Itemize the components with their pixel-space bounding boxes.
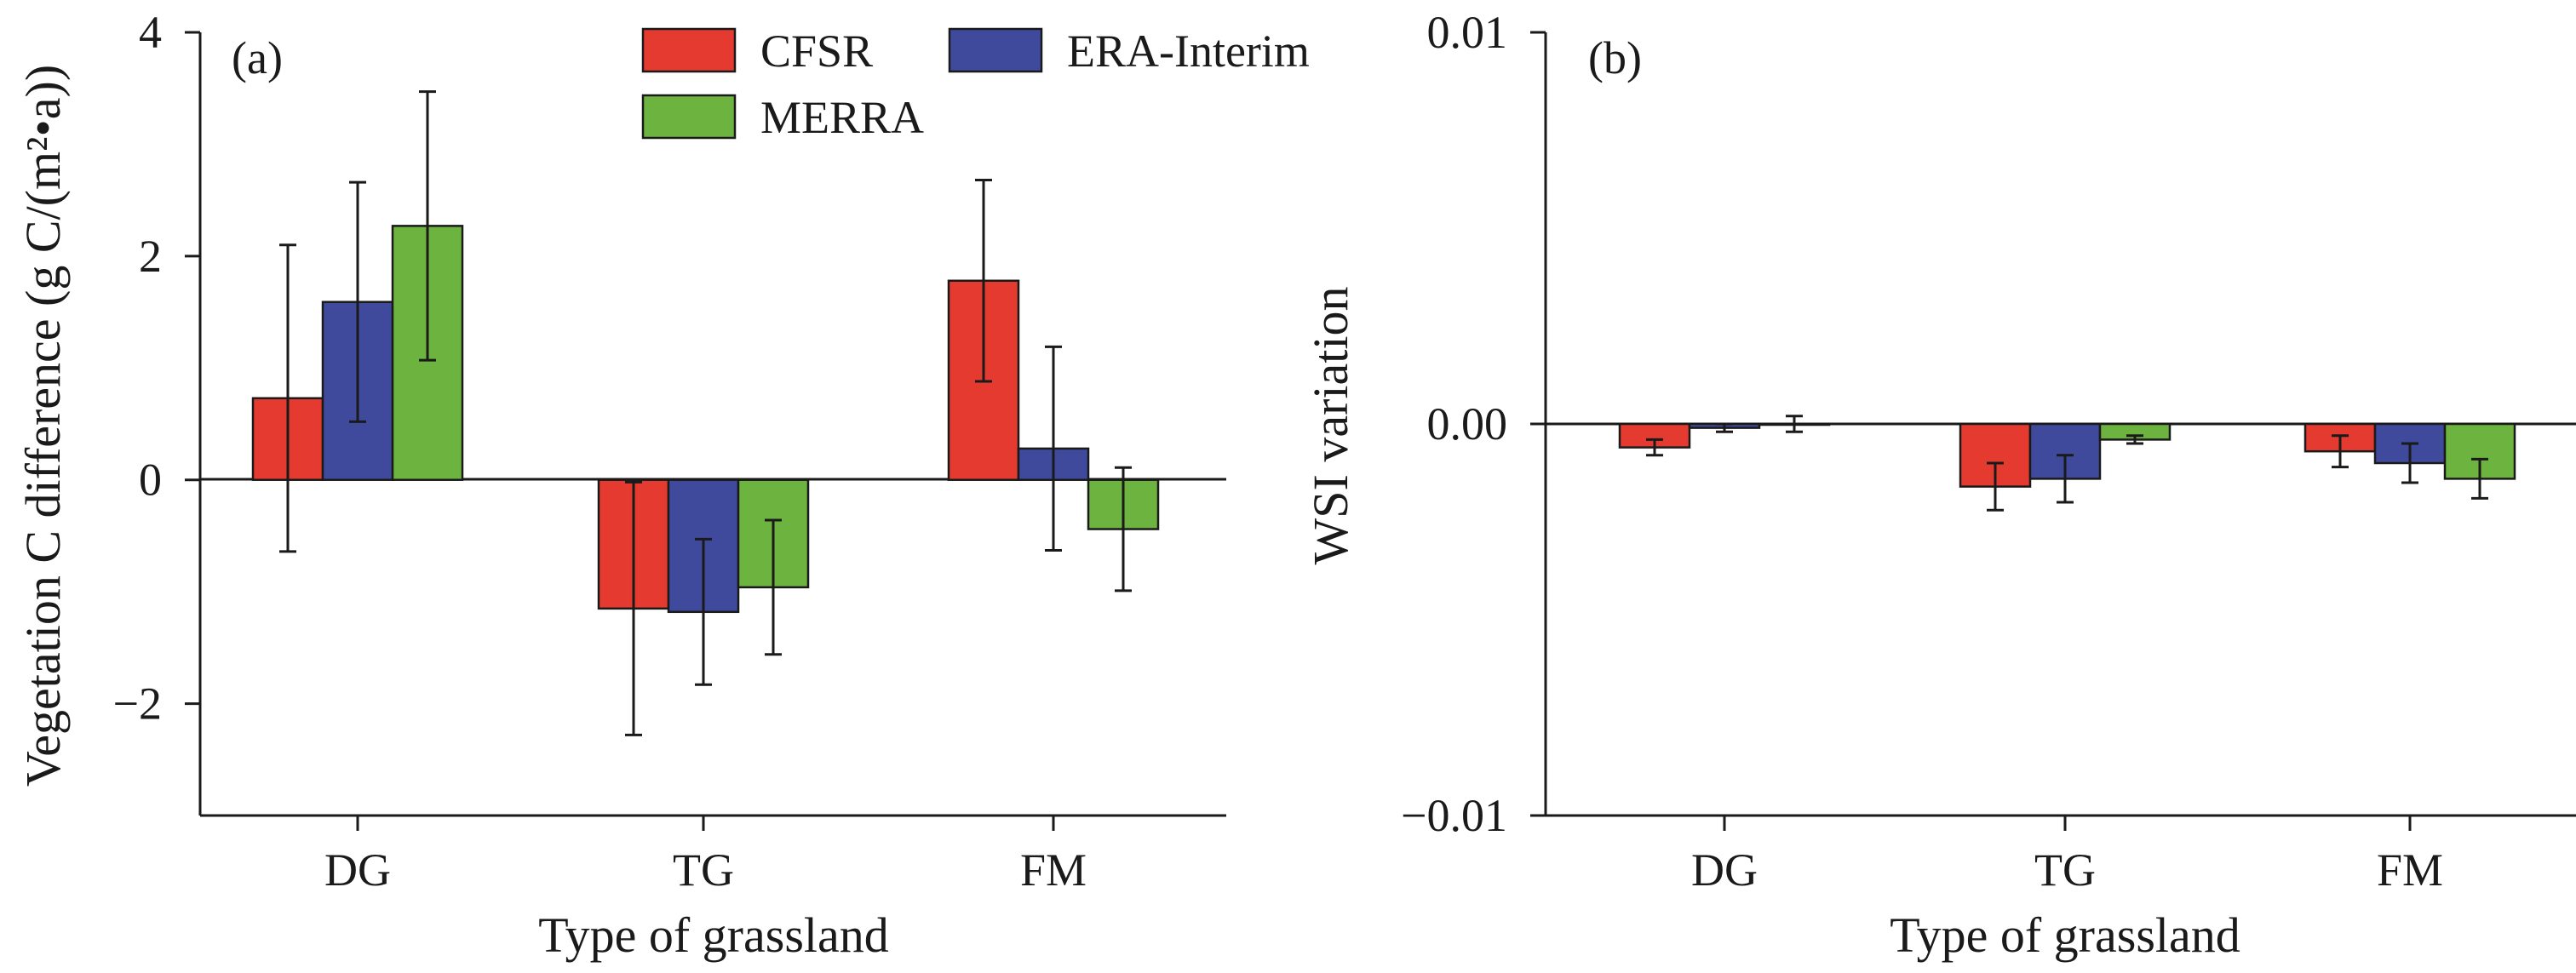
panel-a-x-tick-label: FM [1020, 844, 1087, 896]
panel-b-x-tick-label: TG [2034, 844, 2096, 896]
panel-b-marks: −0.01 0.00 0.01 DG TG FM [1401, 7, 2516, 896]
legend-label-era-interim: ERA-Interim [1067, 26, 1310, 77]
panel-a-y-title: Vegetation C difference (g C/(m²•a)) [15, 65, 71, 787]
panel-a-x-title: Type of grassland [538, 907, 889, 963]
panel-a-x-tick-label: DG [324, 844, 391, 896]
panel-a: (a) Type of grassland Vegetation C diffe… [15, 7, 1226, 963]
legend: CFSR ERA-Interim MERRA [641, 26, 1310, 143]
panel-b-y-tick-label: 0.01 [1427, 7, 1508, 58]
panel-b-x-tick-label: DG [1691, 844, 1758, 896]
panel-b-y-tick-label: −0.01 [1401, 790, 1507, 841]
panel-a-y-tick-label: −2 [113, 678, 162, 730]
panel-a-y-tick-label: 2 [139, 231, 162, 282]
panel-b-y-title: WSI variation [1303, 287, 1358, 565]
legend-swatch-era-interim [948, 27, 1043, 73]
panel-a-x-tick-label: TG [673, 844, 734, 896]
panel-a-y-tick-label: 0 [139, 455, 162, 506]
panel-b: (b) Type of grassland WSI variation −0.0… [1303, 7, 2576, 963]
panel-b-x-title: Type of grassland [1890, 907, 2240, 963]
legend-swatch-merra [641, 94, 737, 140]
legend-swatch-cfsr [641, 27, 737, 73]
panel-b-bar-merra-fm [2443, 422, 2516, 480]
panel-a-marks: −2 0 2 4 DG TG FM [113, 7, 1160, 896]
panel-a-y-tick-label: 4 [139, 7, 162, 58]
panel-a-label: (a) [232, 32, 283, 83]
legend-label-merra: MERRA [760, 92, 924, 143]
legend-label-cfsr: CFSR [760, 26, 873, 77]
panel-b-label: (b) [1588, 32, 1642, 83]
panel-b-y-tick-label: 0.00 [1427, 398, 1508, 449]
panel-b-x-tick-label: FM [2377, 844, 2443, 896]
